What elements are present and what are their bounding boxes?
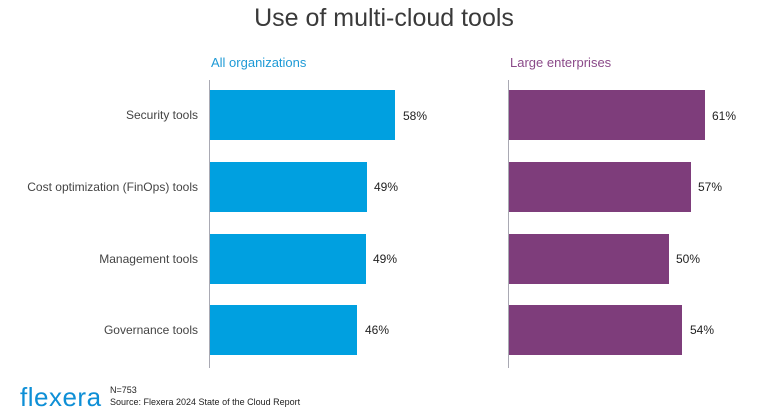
value-label: 57% [698,180,723,194]
category-label: Management tools [99,252,198,266]
panel-label-all-organizations: All organizations [211,55,307,70]
value-label: 61% [712,109,737,123]
chart-title: Use of multi-cloud tools [254,4,514,32]
value-label: 54% [690,323,715,337]
panel-label-large-enterprises: Large enterprises [510,55,612,70]
bar-large-cost-optimization [509,162,691,212]
right-axis-line [508,80,509,368]
left-axis-line [209,80,210,368]
bar-large-management [509,234,669,284]
value-label: 46% [365,323,390,337]
category-label: Security tools [125,108,198,122]
value-label: 58% [403,109,428,123]
sample-size: N=753 [110,385,137,395]
category-label: Cost optimization (FinOps) tools [27,180,198,194]
category-label: Governance tools [103,323,198,337]
bar-all-security [210,90,395,140]
bar-all-management [210,234,366,284]
flexera-logo: flexera [20,382,102,412]
value-label: 49% [374,180,399,194]
bar-large-security [509,90,705,140]
bar-all-cost-optimization [210,162,367,212]
value-label: 49% [373,252,398,266]
source-note: Source: Flexera 2024 State of the Cloud … [110,397,301,407]
bar-large-governance [509,305,682,355]
bar-all-governance [210,305,357,355]
footer-notes: N=753 Source: Flexera 2024 State of the … [110,384,300,408]
value-label: 50% [676,252,701,266]
